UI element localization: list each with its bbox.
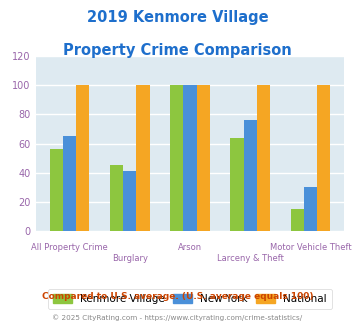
Bar — [76, 85, 89, 231]
Bar — [244, 120, 257, 231]
Text: Compared to U.S. average. (U.S. average equals 100): Compared to U.S. average. (U.S. average … — [42, 292, 313, 301]
Bar — [197, 85, 210, 231]
Legend: Kenmore Village, New York, National: Kenmore Village, New York, National — [48, 289, 332, 309]
Bar — [50, 149, 63, 231]
Bar — [290, 209, 304, 231]
Text: Larceny & Theft: Larceny & Theft — [217, 254, 284, 263]
Bar — [317, 85, 330, 231]
Text: 2019 Kenmore Village: 2019 Kenmore Village — [87, 10, 268, 25]
Text: Burglary: Burglary — [112, 254, 148, 263]
Text: Property Crime Comparison: Property Crime Comparison — [63, 43, 292, 58]
Bar — [183, 85, 197, 231]
Text: All Property Crime: All Property Crime — [31, 243, 108, 252]
Bar — [136, 85, 149, 231]
Text: © 2025 CityRating.com - https://www.cityrating.com/crime-statistics/: © 2025 CityRating.com - https://www.city… — [53, 314, 302, 321]
Bar — [110, 165, 123, 231]
Text: Motor Vehicle Theft: Motor Vehicle Theft — [269, 243, 351, 252]
Bar — [230, 138, 244, 231]
Bar — [257, 85, 270, 231]
Text: Arson: Arson — [178, 243, 202, 252]
Bar — [63, 136, 76, 231]
Bar — [304, 187, 317, 231]
Bar — [170, 85, 183, 231]
Bar — [123, 171, 136, 231]
